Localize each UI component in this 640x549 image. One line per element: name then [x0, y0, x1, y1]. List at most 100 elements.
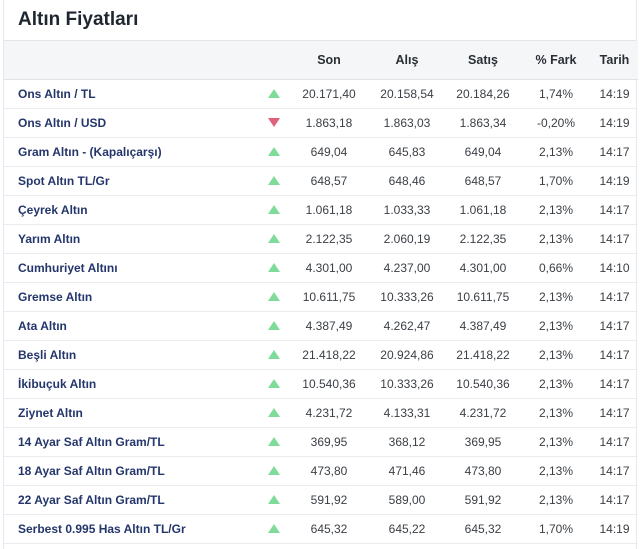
table-row[interactable]: Ons Altın / USD 1.863,18 1.863,03 1.863,34-…: [4, 108, 638, 138]
update-time: 14:17: [591, 369, 638, 399]
update-time: 14:17: [591, 282, 638, 312]
change-percent: 2,13%: [521, 311, 591, 341]
update-time: 14:19: [591, 108, 638, 138]
price-son: 1.061,18: [289, 195, 369, 225]
table-row[interactable]: İkibuçuk Altın 10.540,36 10.333,26 10.540,3…: [4, 369, 638, 399]
asset-name-link[interactable]: İkibuçuk Altın: [4, 369, 259, 399]
price-son: 649,04: [289, 137, 369, 167]
price-son: 4.387,49: [289, 311, 369, 341]
asset-name-link[interactable]: Cumhuriyet Altını: [4, 253, 259, 283]
table-row[interactable]: Gram Altın - (Kapalıçarşı) 649,04 645,83 64…: [4, 137, 638, 167]
price-son: 10.540,36: [289, 369, 369, 399]
table-row[interactable]: Çeyrek Altın 1.061,18 1.033,33 1.061,18 2,13…: [4, 195, 638, 225]
table-row[interactable]: Cumhuriyet Altını 4.301,00 4.237,00 4.301,0…: [4, 253, 638, 283]
asset-name-link[interactable]: 22 Ayar Saf Altın Gram/TL: [4, 485, 259, 515]
price-alis: 368,12: [369, 427, 445, 457]
asset-name-link[interactable]: Gremse Altın: [4, 282, 259, 312]
price-satis: 4.387,49: [445, 311, 521, 341]
trend-cell: [259, 79, 289, 109]
trend-cell: [259, 311, 289, 341]
column-header-son[interactable]: Son: [289, 41, 369, 80]
trend-up-icon: [268, 320, 280, 330]
price-son: 645,32: [289, 514, 369, 544]
trend-cell: [259, 137, 289, 167]
table-row[interactable]: Ziynet Altın 4.231,72 4.133,31 4.231,72 2,13…: [4, 398, 638, 428]
asset-name-link[interactable]: Gram Altın - (Kapalıçarşı): [4, 137, 259, 167]
asset-name-link[interactable]: Ons Altın / TL: [4, 79, 259, 109]
trend-up-icon: [268, 494, 280, 504]
asset-name-link[interactable]: Çeyrek Altın: [4, 195, 259, 225]
asset-name-link[interactable]: Spot Altın TL/Gr: [4, 166, 259, 196]
price-son: 21.418,22: [289, 340, 369, 370]
update-time: 14:17: [591, 427, 638, 457]
trend-up-icon: [268, 262, 280, 272]
change-percent: 2,13%: [521, 137, 591, 167]
price-son: 369,95: [289, 427, 369, 457]
price-son: 1.863,18: [289, 108, 369, 138]
price-alis: 1.033,33: [369, 195, 445, 225]
table-row[interactable]: Ata Altın 4.387,49 4.262,47 4.387,49 2,13% 14…: [4, 311, 638, 341]
table-row[interactable]: Spot Altın TL/Gr 648,57 648,46 648,57 1,70% 1…: [4, 166, 638, 196]
change-percent: 2,13%: [521, 427, 591, 457]
table-row[interactable]: Gremse Altın 10.611,75 10.333,26 10.611,75 2…: [4, 282, 638, 312]
table-row[interactable]: Serbest 0.995 Has Altın TL/Gr 645,32 645,2…: [4, 514, 638, 544]
price-son: 10.611,75: [289, 282, 369, 312]
price-satis: 645,32: [445, 514, 521, 544]
change-percent: 1,70%: [521, 166, 591, 196]
column-header-trend: [259, 41, 289, 80]
table-row[interactable]: 22 Ayar Saf Altın Gram/TL 591,92 589,00 591…: [4, 485, 638, 515]
table-body: Ons Altın / TL 20.171,40 20.158,54 20.184,2…: [4, 79, 638, 544]
price-alis: 645,83: [369, 137, 445, 167]
change-percent: 2,13%: [521, 340, 591, 370]
trend-up-icon: [268, 523, 280, 533]
trend-cell: [259, 108, 289, 138]
trend-up-icon: [268, 407, 280, 417]
trend-cell: [259, 456, 289, 486]
price-alis: 645,22: [369, 514, 445, 544]
asset-name-link[interactable]: Yarım Altın: [4, 224, 259, 254]
table-row[interactable]: Ons Altın / TL 20.171,40 20.158,54 20.184,2…: [4, 79, 638, 109]
column-header-fark[interactable]: % Fark: [521, 41, 591, 80]
price-alis: 4.237,00: [369, 253, 445, 283]
table-row[interactable]: 18 Ayar Saf Altın Gram/TL 473,80 471,46 473…: [4, 456, 638, 486]
asset-name-link[interactable]: Ata Altın: [4, 311, 259, 341]
change-percent: 2,13%: [521, 485, 591, 515]
trend-up-icon: [268, 349, 280, 359]
asset-name-link[interactable]: Beşli Altın: [4, 340, 259, 370]
price-satis: 21.418,22: [445, 340, 521, 370]
trend-up-icon: [268, 175, 280, 185]
asset-name-link[interactable]: Ons Altın / USD: [4, 108, 259, 138]
column-header-alis[interactable]: Alış: [369, 41, 445, 80]
change-percent: 0,66%: [521, 253, 591, 283]
table-row[interactable]: Beşli Altın 21.418,22 20.924,86 21.418,22 2,…: [4, 340, 638, 370]
trend-cell: [259, 195, 289, 225]
price-alis: 1.863,03: [369, 108, 445, 138]
trend-cell: [259, 340, 289, 370]
gold-prices-panel: Altın Fiyatları Son Alış Satış % Fark Ta…: [3, 0, 638, 549]
trend-up-icon: [268, 436, 280, 446]
table-row[interactable]: 14 Ayar Saf Altın Gram/TL 369,95 368,12 369…: [4, 427, 638, 457]
asset-name-link[interactable]: Serbest 0.995 Has Altın TL/Gr: [4, 514, 259, 544]
change-percent: 1,74%: [521, 79, 591, 109]
column-header-satis[interactable]: Satış: [445, 41, 521, 80]
change-percent: 2,13%: [521, 195, 591, 225]
price-alis: 4.262,47: [369, 311, 445, 341]
update-time: 14:17: [591, 224, 638, 254]
table-header: Son Alış Satış % Fark Tarih: [4, 41, 638, 80]
trend-up-icon: [268, 233, 280, 243]
update-time: 14:17: [591, 340, 638, 370]
change-percent: 2,13%: [521, 369, 591, 399]
price-alis: 20.924,86: [369, 340, 445, 370]
asset-name-link[interactable]: 18 Ayar Saf Altın Gram/TL: [4, 456, 259, 486]
table-row[interactable]: Yarım Altın 2.122,35 2.060,19 2.122,35 2,13%…: [4, 224, 638, 254]
price-alis: 4.133,31: [369, 398, 445, 428]
trend-cell: [259, 485, 289, 515]
trend-cell: [259, 224, 289, 254]
price-son: 591,92: [289, 485, 369, 515]
asset-name-link[interactable]: Ziynet Altın: [4, 398, 259, 428]
price-satis: 10.611,75: [445, 282, 521, 312]
column-header-tarih[interactable]: Tarih: [591, 41, 638, 80]
update-time: 14:17: [591, 311, 638, 341]
asset-name-link[interactable]: 14 Ayar Saf Altın Gram/TL: [4, 427, 259, 457]
page-title: Altın Fiyatları: [4, 0, 636, 41]
